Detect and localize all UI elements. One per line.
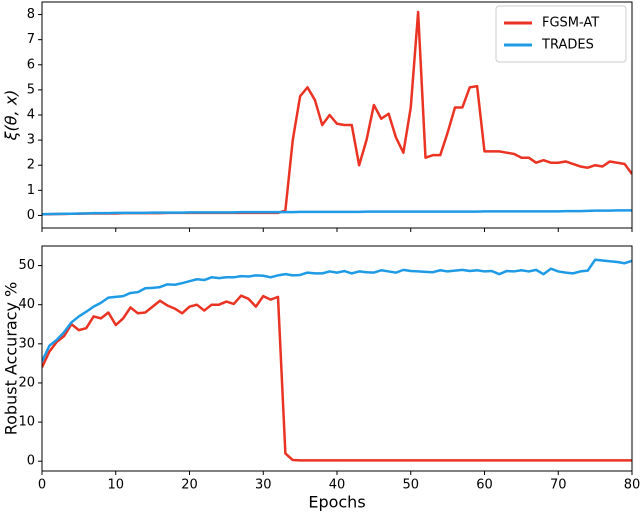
y-tick-label: 1	[27, 183, 35, 198]
x-tick-label: 0	[38, 478, 46, 493]
legend-box	[495, 5, 627, 63]
x-tick-label: 10	[107, 478, 124, 493]
y-tick-label: 50	[18, 258, 35, 273]
x-tick-label: 50	[402, 478, 419, 493]
y-axis-label: Robust Accuracy %	[2, 282, 21, 436]
y-tick-label: 0	[27, 454, 35, 469]
y-axis-label: ξ(θ, x)	[2, 90, 21, 142]
axes-frame	[41, 245, 633, 472]
x-tick-label: 80	[624, 478, 640, 493]
y-tick-label: 5	[27, 82, 35, 97]
x-tick-label: 30	[255, 478, 272, 493]
x-axis-label: Epochs	[308, 493, 365, 512]
y-tick-label: 2	[27, 158, 35, 173]
x-tick-label: 70	[550, 478, 567, 493]
y-tick-label: 10	[18, 415, 35, 430]
legend-label: TRADES	[541, 38, 594, 53]
x-tick-label: 20	[181, 478, 198, 493]
y-tick-label: 0	[27, 208, 35, 223]
y-tick-label: 8	[27, 7, 35, 22]
x-tick-label: 40	[329, 478, 346, 493]
x-tick-label: 60	[476, 478, 493, 493]
y-tick-label: 3	[27, 133, 35, 148]
y-tick-label: 4	[27, 108, 35, 123]
y-tick-label: 30	[18, 336, 35, 351]
line	[42, 209, 632, 216]
y-tick-label: 7	[27, 32, 35, 47]
y-tick-label: 20	[18, 375, 35, 390]
legend-label: FGSM-AT	[542, 16, 599, 31]
y-tick-label: 6	[27, 57, 35, 72]
line	[42, 294, 632, 462]
y-tick-label: 40	[18, 297, 35, 312]
line	[42, 258, 632, 362]
